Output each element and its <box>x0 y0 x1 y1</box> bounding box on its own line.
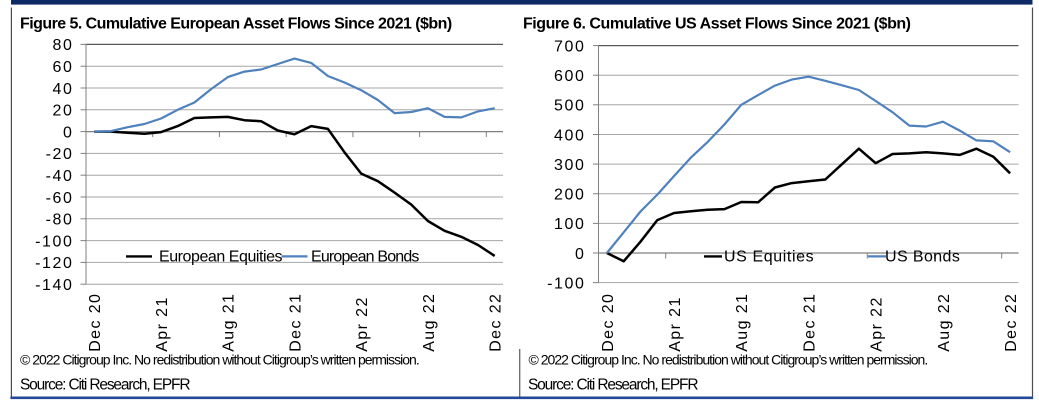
svg-text:Aug 22: Aug 22 <box>936 293 953 352</box>
svg-text:400: 400 <box>554 127 586 144</box>
svg-text:-100: -100 <box>35 233 73 250</box>
svg-text:Dec 20: Dec 20 <box>87 293 104 352</box>
svg-text:-120: -120 <box>35 255 73 272</box>
svg-text:0: 0 <box>63 124 74 141</box>
svg-text:Figure 5. Cumulative European: Figure 5. Cumulative European Asset Flow… <box>20 16 452 33</box>
svg-text:-80: -80 <box>46 212 74 229</box>
svg-text:Aug 22: Aug 22 <box>421 293 438 352</box>
svg-text:© 2022 Citigroup Inc. No redis: © 2022 Citigroup Inc. No redistribution … <box>20 351 419 367</box>
svg-text:European Bonds: European Bonds <box>311 249 419 266</box>
svg-text:Dec 21: Dec 21 <box>287 293 304 352</box>
svg-text:Apr 22: Apr 22 <box>869 296 886 352</box>
svg-text:US Equities: US Equities <box>724 249 814 266</box>
svg-text:-60: -60 <box>46 190 74 207</box>
svg-text:Dec 22: Dec 22 <box>488 293 505 352</box>
svg-text:80: 80 <box>53 37 74 54</box>
svg-text:500: 500 <box>554 98 586 115</box>
svg-text:© 2022 Citigroup Inc. No redis: © 2022 Citigroup Inc. No redistribution … <box>529 351 928 367</box>
svg-text:20: 20 <box>53 103 74 120</box>
svg-text:Aug 21: Aug 21 <box>221 293 238 352</box>
svg-text:300: 300 <box>554 157 586 174</box>
svg-text:600: 600 <box>554 68 586 85</box>
svg-text:Source: Citi Research, EPFR: Source: Citi Research, EPFR <box>528 376 698 393</box>
svg-text:European Equities: European Equities <box>159 249 283 266</box>
svg-text:Aug 21: Aug 21 <box>734 293 751 352</box>
svg-text:-140: -140 <box>35 277 73 294</box>
svg-text:100: 100 <box>554 216 586 233</box>
svg-text:Apr 21: Apr 21 <box>667 296 684 352</box>
svg-text:60: 60 <box>53 59 74 76</box>
svg-text:-100: -100 <box>547 275 585 292</box>
svg-text:US Bonds: US Bonds <box>885 249 960 266</box>
svg-text:700: 700 <box>554 38 586 55</box>
svg-text:Apr 21: Apr 21 <box>154 296 171 352</box>
svg-text:0: 0 <box>575 246 586 263</box>
svg-text:200: 200 <box>554 187 586 204</box>
svg-text:40: 40 <box>53 81 74 98</box>
svg-text:Dec 20: Dec 20 <box>600 293 617 352</box>
svg-text:Apr 22: Apr 22 <box>354 296 371 352</box>
svg-text:Dec 21: Dec 21 <box>801 293 818 352</box>
svg-text:Source: Citi Research, EPFR: Source: Citi Research, EPFR <box>20 376 190 393</box>
svg-text:-40: -40 <box>46 168 74 185</box>
svg-text:Figure 6. Cumulative US Asset: Figure 6. Cumulative US Asset Flows Sinc… <box>523 16 911 33</box>
svg-text:Dec 22: Dec 22 <box>1003 293 1020 352</box>
svg-text:-20: -20 <box>46 146 74 163</box>
